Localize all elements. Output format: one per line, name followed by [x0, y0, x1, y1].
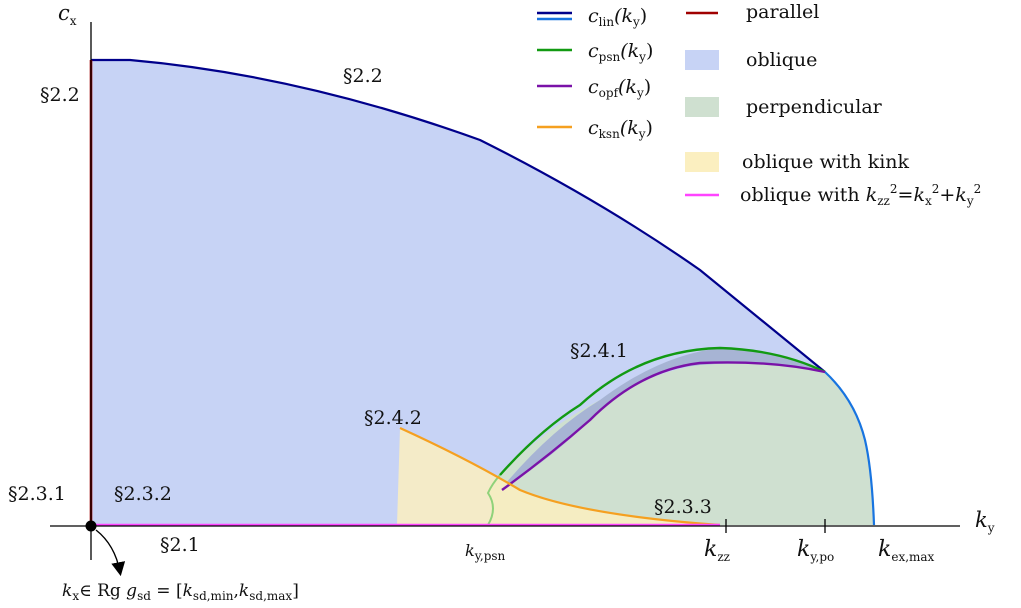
c-opf-curve	[501, 361, 826, 491]
tick-label-ky-po: ky,po	[797, 537, 834, 564]
psn-opf-lens	[500, 348, 825, 490]
label-s21: §2.1	[160, 534, 200, 556]
legend-swatch-oblique-kink	[685, 152, 719, 172]
label-s241: §2.4.1	[570, 340, 628, 362]
label-s233: §2.3.3	[654, 496, 712, 518]
legend-swatch-oblique	[685, 50, 719, 70]
legend-oblique-kzz: oblique with kzz2=kx2+ky2	[740, 182, 981, 208]
legend-c-lin: clin(ky)	[588, 5, 647, 29]
c-psn-light-branch	[486, 474, 501, 526]
perpendicular-region	[488, 363, 874, 525]
origin-arrow	[95, 529, 126, 577]
legend-perpendicular: perpendicular	[746, 96, 883, 118]
label-s231: §2.3.1	[8, 483, 66, 505]
x-axis-label: ky	[975, 508, 995, 535]
legend-parallel: parallel	[746, 1, 819, 23]
label-s22-left: §2.2	[40, 84, 80, 106]
c-psn-curve	[499, 346, 826, 476]
legend-oblique: oblique	[746, 49, 817, 71]
legend-c-opf: copf(ky)	[588, 76, 651, 100]
c-lin-dark-curve	[91, 58, 826, 373]
c-ksn-curve	[399, 426, 721, 527]
label-s232: §2.3.2	[114, 483, 172, 505]
tick-label-kex-max: kex,max	[878, 537, 935, 564]
legend-oblique-kink: oblique with kink	[742, 151, 910, 173]
label-s22-top: §2.2	[343, 65, 383, 87]
tick-label-ky-psn: ky,psn	[465, 541, 506, 563]
y-axis-label: cx	[58, 1, 77, 28]
c-lin-light-curve	[824, 371, 876, 526]
origin-dot	[85, 520, 97, 532]
legend-c-ksn: cksn(ky)	[588, 117, 653, 141]
origin-note: kx∈ Rg gsd = [ksd,min,ksd,max]	[62, 581, 299, 603]
label-s242: §2.4.2	[364, 407, 422, 429]
tick-label-kzz: kzz	[704, 537, 730, 564]
legend-swatch-perpendicular	[685, 97, 719, 117]
legend-c-psn: cpsn(ky)	[588, 40, 653, 64]
oblique-kink-region	[397, 428, 720, 525]
